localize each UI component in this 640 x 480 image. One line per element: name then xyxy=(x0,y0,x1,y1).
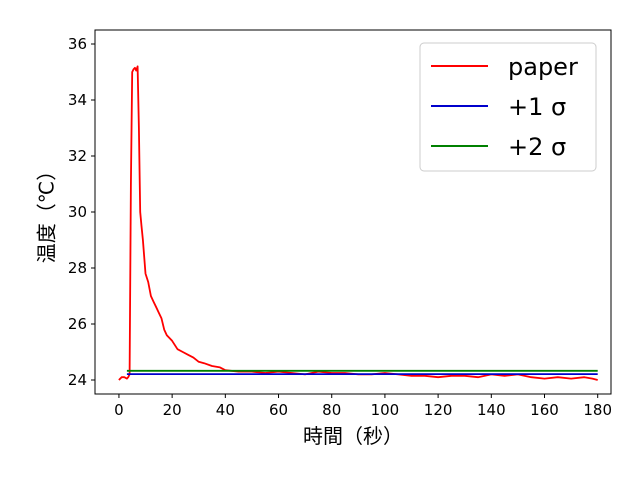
x-tick-label: 180 xyxy=(583,401,612,419)
x-axis-label: 時間（秒） xyxy=(303,424,403,448)
plot-area xyxy=(118,65,598,381)
y-tick-label: 30 xyxy=(68,203,87,221)
x-tick-label: 100 xyxy=(371,401,400,419)
legend-entry-2sigma: +2 σ xyxy=(431,133,566,161)
y-axis-label: 温度（℃） xyxy=(35,161,59,263)
x-tick-label: 20 xyxy=(163,401,182,419)
series-line-0 xyxy=(118,65,598,381)
x-tick-label: 120 xyxy=(424,401,453,419)
legend-box xyxy=(419,42,597,172)
x-tick-label: 160 xyxy=(530,401,559,419)
y-tick-label: 28 xyxy=(68,259,87,277)
x-tick-label: 140 xyxy=(477,401,506,419)
legend-label-paper: paper xyxy=(508,53,578,81)
y-tick-label: 36 xyxy=(68,35,87,53)
legend-entry-paper: paper xyxy=(431,53,578,81)
legend-label-2sigma: +2 σ xyxy=(508,133,566,161)
x-axis-ticks: 0 20 40 60 80 100 120 140 160 180 xyxy=(114,394,612,419)
legend-label-1sigma: +1 σ xyxy=(508,93,566,121)
x-tick-label: 0 xyxy=(114,401,124,419)
x-tick-label: 40 xyxy=(216,401,235,419)
legend-entry-1sigma: +1 σ xyxy=(431,93,566,121)
y-axis-ticks: 24 26 28 30 32 34 36 xyxy=(68,35,95,389)
legend: paper +1 σ +2 σ xyxy=(419,42,597,172)
y-tick-label: 26 xyxy=(68,315,87,333)
x-tick-label: 60 xyxy=(269,401,288,419)
y-tick-label: 24 xyxy=(68,371,87,389)
y-tick-label: 34 xyxy=(68,91,87,109)
x-tick-label: 80 xyxy=(322,401,341,419)
y-tick-label: 32 xyxy=(68,147,87,165)
